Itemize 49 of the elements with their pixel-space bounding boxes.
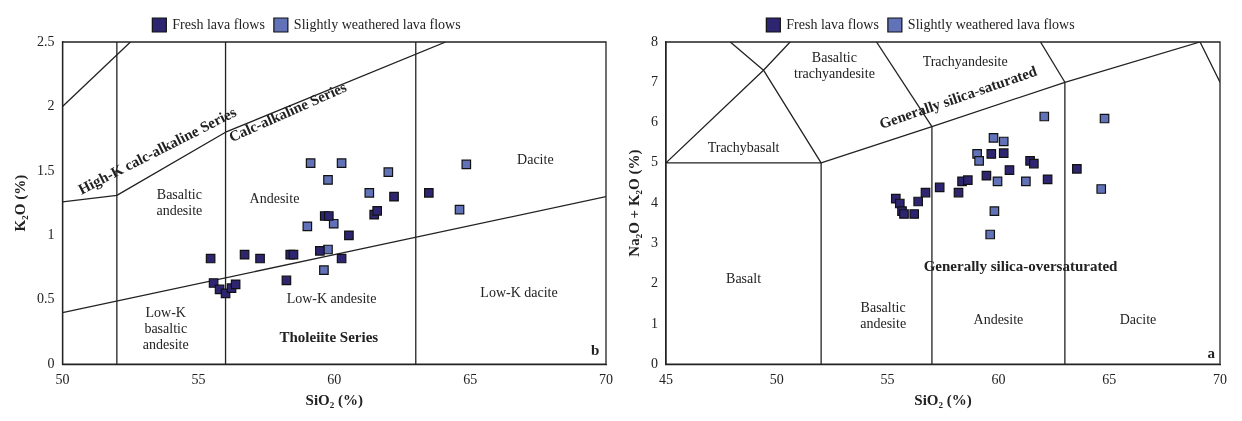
annotation: Low-K dacite	[480, 284, 558, 300]
y-tick-label: 0.5	[37, 291, 55, 307]
y-tick-label: 1	[47, 226, 55, 242]
annotation: Low-K andesite	[286, 291, 377, 307]
x-tick-label: 65	[463, 372, 478, 388]
annotation: b	[590, 342, 600, 359]
x-tick-label: 50	[55, 372, 70, 388]
y-tick-label: 1	[651, 315, 658, 331]
y-tick-label: 2.5	[37, 33, 55, 49]
y-tick-label: 7	[651, 73, 658, 89]
annotation: Tholeiite Series	[279, 329, 379, 346]
x-tick-label: 55	[880, 372, 895, 388]
y-axis-title: K₂O (%)	[11, 174, 29, 232]
y-axis-title: Na₂O + K₂O (%)	[625, 149, 643, 257]
annotation: a	[1207, 345, 1216, 362]
annotation: Basaltic andesite	[156, 186, 203, 218]
x-tick-label: 60	[991, 372, 1006, 388]
x-tick-label: 65	[1102, 372, 1117, 388]
annotation: Basaltic trachyandesite	[793, 49, 875, 81]
y-tick-label: 4	[651, 194, 658, 210]
y-tick-label: 8	[651, 33, 658, 49]
x-tick-label: 50	[769, 372, 784, 388]
x-tick-label: 45	[659, 372, 673, 388]
x-tick-label: 70	[599, 372, 613, 388]
x-axis-title: SiO₂ (%)	[305, 391, 363, 409]
annotation: Andesite	[973, 311, 1024, 327]
y-tick-label: 3	[651, 235, 658, 251]
y-tick-label: 6	[651, 114, 658, 130]
legend-label: Fresh lava flows	[172, 16, 265, 32]
annotation: Trachybasalt	[707, 140, 780, 156]
x-axis-title: SiO₂ (%)	[914, 391, 972, 409]
x-tick-label: 55	[191, 372, 206, 388]
legend-label: Fresh lava flows	[786, 16, 879, 32]
y-tick-label: 5	[651, 154, 658, 170]
legend-label: Slightly weathered lava flows	[293, 16, 461, 32]
annotation: Basaltic andesite	[860, 299, 907, 331]
annotation: Basalt	[726, 271, 762, 287]
y-tick-label: 0	[47, 355, 55, 371]
y-tick-label: 2	[651, 275, 658, 291]
x-tick-label: 60	[327, 372, 342, 388]
annotation: Dacite	[1119, 311, 1157, 327]
y-tick-label: 0	[651, 355, 658, 371]
annotation: Andesite	[249, 190, 300, 206]
y-tick-label: 2	[47, 98, 55, 114]
annotation: Dacite	[517, 152, 554, 168]
y-tick-label: 1.5	[37, 162, 55, 178]
legend-label: Slightly weathered lava flows	[907, 16, 1075, 32]
x-tick-label: 70	[1213, 372, 1227, 388]
annotation: Low-K basaltic andesite	[142, 305, 189, 353]
